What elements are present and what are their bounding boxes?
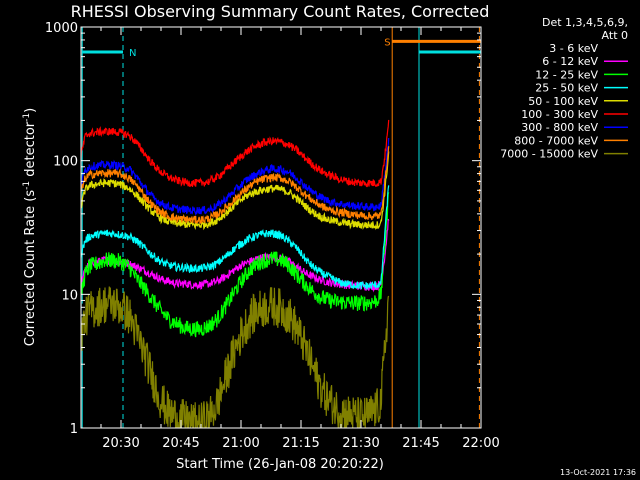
legend-label-5: 100 - 300 keV bbox=[521, 108, 598, 121]
legend-header-line-2: Att 0 bbox=[602, 29, 628, 42]
series-line-7 bbox=[81, 146, 390, 225]
legend-label-8: 7000 - 15000 keV bbox=[500, 148, 598, 161]
legend-label-1: 6 - 12 keV bbox=[542, 55, 598, 68]
y-tick-label-0: 1 bbox=[70, 422, 78, 437]
x-axis-label: Start Time (26-Jan-08 20:20:22) bbox=[176, 457, 384, 472]
series-line-2 bbox=[81, 192, 390, 338]
y-tick-label-2: 100 bbox=[53, 155, 78, 170]
series-line-3 bbox=[81, 185, 390, 290]
y-tick-label-1: 10 bbox=[61, 288, 78, 303]
legend-label-6: 300 - 800 keV bbox=[521, 121, 598, 134]
chart-title: RHESSI Observing Summary Count Rates, Co… bbox=[71, 2, 490, 21]
series-line-8 bbox=[81, 286, 390, 428]
y-tick-label-3: 1000 bbox=[45, 21, 78, 36]
flag-label-S: S bbox=[384, 37, 390, 48]
series-line-4 bbox=[81, 151, 390, 231]
x-tick-label-5: 21:45 bbox=[402, 436, 439, 451]
legend-label-3: 25 - 50 keV bbox=[535, 82, 598, 95]
series-line-6 bbox=[81, 137, 390, 217]
footer-timestamp: 13-Oct-2021 17:36 bbox=[560, 468, 636, 477]
axes-layer: 20:30 20:45 21:00 21:15 21:30 21:45 22:00 1 10 10… bbox=[45, 21, 500, 451]
legend-header-line-1: Det 1,3,4,5,6,9, bbox=[542, 16, 628, 29]
series-line-5 bbox=[81, 119, 390, 188]
x-tick-label-1: 20:45 bbox=[162, 436, 199, 451]
y-axis-label: Corrected Count Rate (s-1 detector-1) bbox=[22, 108, 38, 346]
legend-label-7: 800 - 7000 keV bbox=[514, 134, 598, 147]
data-layer: NS bbox=[81, 27, 481, 428]
plot-area bbox=[81, 27, 481, 428]
legend-label-0: 3 - 6 keV bbox=[549, 42, 598, 55]
plot-frame bbox=[80, 26, 482, 429]
legend-label-4: 50 - 100 keV bbox=[528, 95, 598, 108]
series-line-1 bbox=[81, 218, 390, 293]
x-tick-label-0: 20:30 bbox=[102, 436, 139, 451]
flag-label-N: N bbox=[129, 48, 136, 59]
legend-label-2: 12 - 25 keV bbox=[535, 68, 598, 81]
x-tick-label-6: 22:00 bbox=[462, 436, 499, 451]
series-line-0 bbox=[81, 272, 390, 397]
x-tick-label-4: 21:30 bbox=[342, 436, 379, 451]
x-tick-label-3: 21:15 bbox=[282, 436, 319, 451]
x-tick-label-2: 21:00 bbox=[222, 436, 259, 451]
